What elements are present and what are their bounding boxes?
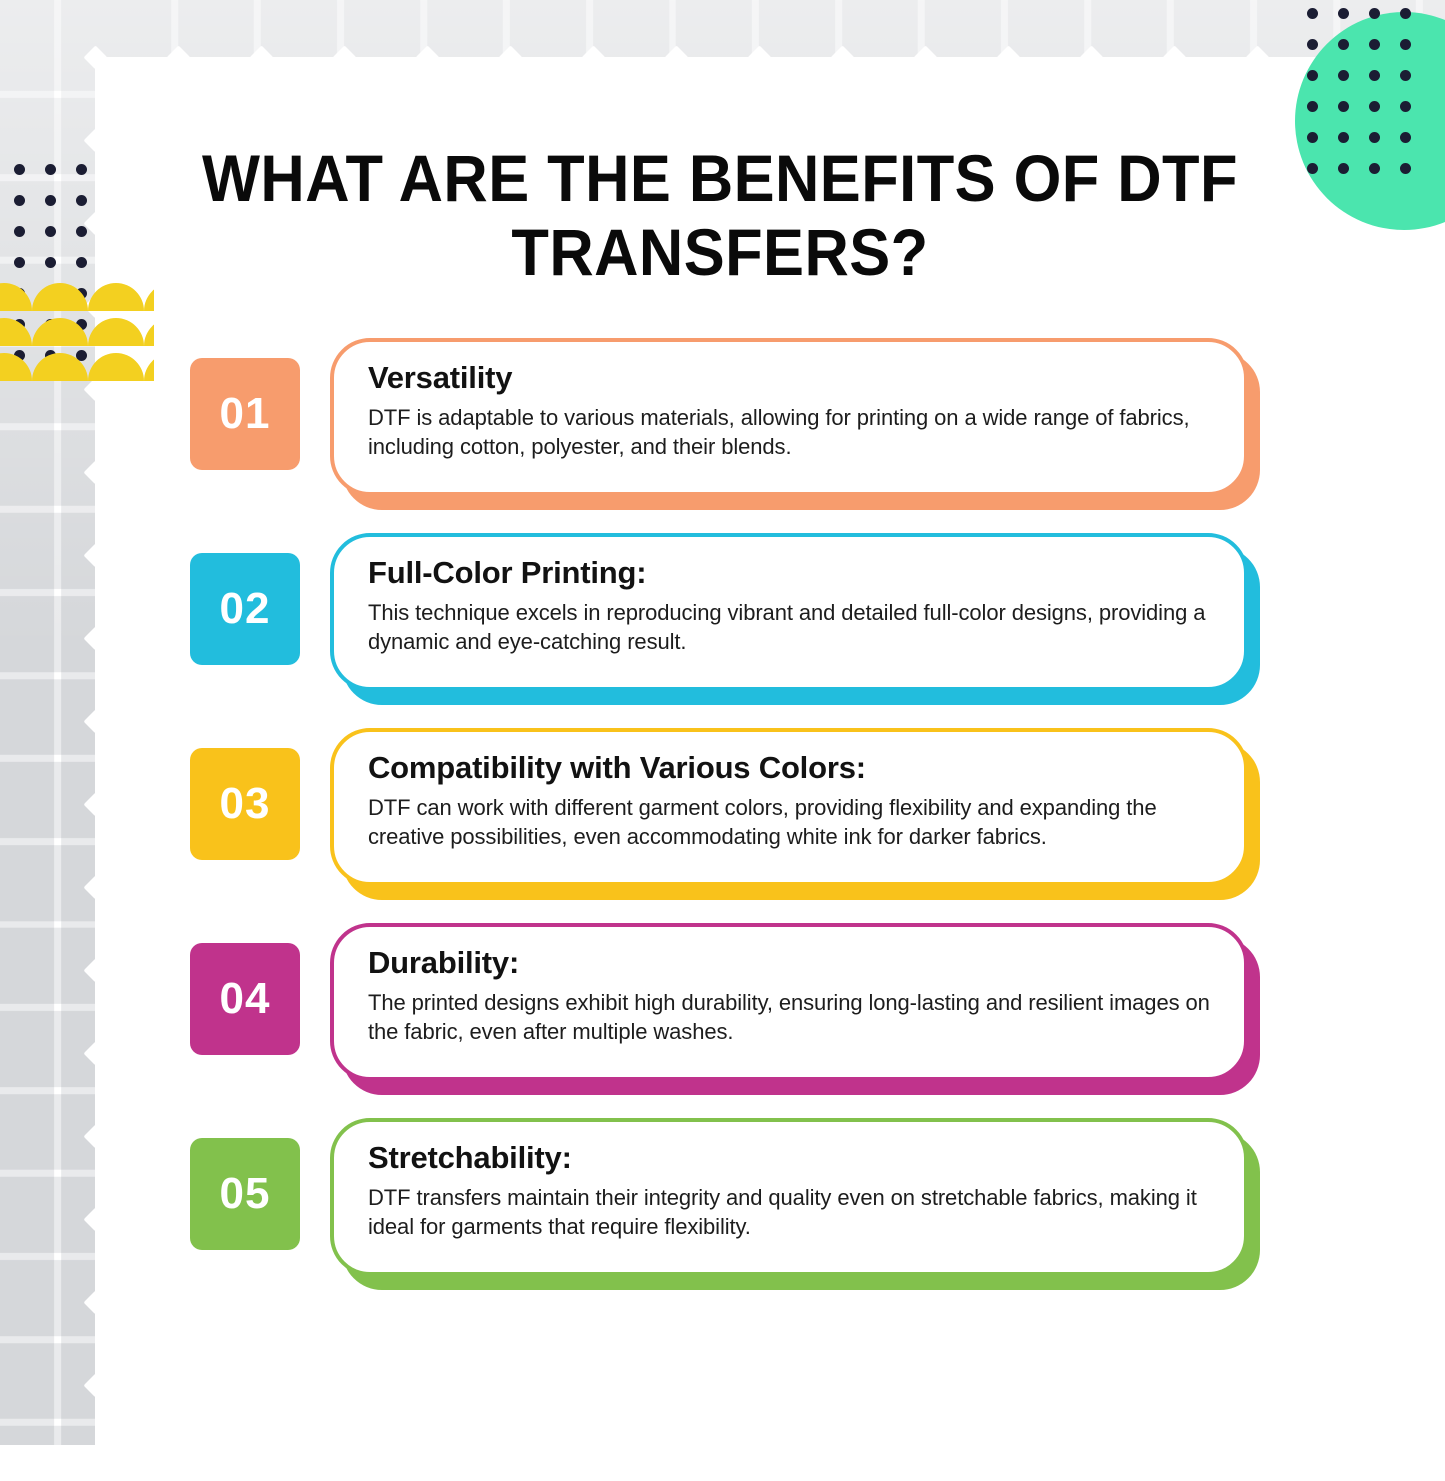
decorative-dot (14, 164, 25, 175)
decorative-dot (1369, 39, 1380, 50)
benefits-list: 01 Versatility DTF is adaptable to various… (0, 338, 1445, 1313)
decorative-dot (1400, 39, 1411, 50)
decorative-dot (1369, 132, 1380, 143)
decorative-dot (45, 164, 56, 175)
dome-shape (0, 283, 32, 311)
benefit-number: 03 (219, 779, 271, 828)
decorative-dot (76, 319, 87, 330)
benefit-number: 04 (219, 974, 271, 1023)
benefit-card: Stretchability: DTF transfers maintain th… (330, 1118, 1260, 1290)
decorative-dot (76, 195, 87, 206)
benefit-card: Durability: The printed designs exhibit h… (330, 923, 1260, 1095)
decorative-dot (14, 350, 25, 361)
decorative-dot (1307, 39, 1318, 50)
decorative-dot (45, 226, 56, 237)
benefit-row-02: 02 Full-Color Printing: This technique exc… (0, 533, 1445, 728)
benefit-title: Versatility (368, 360, 513, 395)
decorative-dot (76, 226, 87, 237)
benefit-card-body: Stretchability: DTF transfers maintain th… (330, 1118, 1248, 1276)
yellow-dome-pattern (0, 283, 154, 387)
benefit-card: Full-Color Printing: This technique excel… (330, 533, 1260, 705)
decorative-dot (1400, 70, 1411, 81)
benefit-number: 01 (219, 389, 271, 438)
decorative-dot (1338, 132, 1349, 143)
dome-shape (144, 283, 154, 311)
dome-shape (88, 283, 144, 311)
dome-shape (32, 283, 88, 311)
decorative-dot (1369, 101, 1380, 112)
benefit-description: This technique excels in reproducing vib… (368, 600, 1206, 655)
benefit-row-03: 03 Compatibility with Various Colors: DTF … (0, 728, 1445, 923)
decorative-dot (1338, 39, 1349, 50)
decorative-dot (14, 195, 25, 206)
benefit-description: DTF transfers maintain their integrity a… (368, 1185, 1197, 1240)
benefit-description: DTF can work with different garment colo… (368, 795, 1157, 850)
page-title: WHAT ARE THE BENEFITS OF DTF TRANSFERS? (202, 141, 1238, 289)
benefit-card-body: Compatibility with Various Colors: DTF ca… (330, 728, 1248, 886)
benefit-card-body: Versatility DTF is adaptable to various m… (330, 338, 1248, 496)
decorative-dot (14, 226, 25, 237)
decorative-dot (14, 257, 25, 268)
decorative-dot (1369, 8, 1380, 19)
benefit-card-body: Durability: The printed designs exhibit h… (330, 923, 1248, 1081)
decorative-dot (1369, 163, 1380, 174)
benefit-number-badge: 02 (190, 553, 300, 665)
benefit-description: The printed designs exhibit high durabil… (368, 990, 1210, 1045)
benefit-title: Full-Color Printing: (368, 555, 647, 590)
benefit-card-body: Full-Color Printing: This technique excel… (330, 533, 1248, 691)
benefit-row-01: 01 Versatility DTF is adaptable to various… (0, 338, 1445, 533)
decorative-dot (1338, 101, 1349, 112)
benefit-number: 05 (219, 1169, 271, 1218)
benefit-number: 02 (219, 584, 271, 633)
decorative-dot (1400, 8, 1411, 19)
decorative-dot (1400, 101, 1411, 112)
benefit-number-badge: 05 (190, 1138, 300, 1250)
decorative-dot (76, 257, 87, 268)
decorative-dot (1338, 8, 1349, 19)
benefit-title: Stretchability: (368, 1140, 572, 1175)
benefit-number-badge: 03 (190, 748, 300, 860)
benefit-row-05: 05 Stretchability: DTF transfers maintain … (0, 1118, 1445, 1313)
dome-shape (144, 318, 154, 346)
decorative-dot (1307, 70, 1318, 81)
decorative-dot (45, 257, 56, 268)
benefit-number-badge: 01 (190, 358, 300, 470)
benefit-title: Compatibility with Various Colors: (368, 750, 866, 785)
decorative-dot (1400, 132, 1411, 143)
benefit-title: Durability: (368, 945, 520, 980)
decorative-dot (1369, 70, 1380, 81)
dot-grid-top-right (1307, 8, 1437, 188)
decorative-dot (1307, 163, 1318, 174)
decorative-dot (1338, 70, 1349, 81)
decorative-dot (1400, 163, 1411, 174)
benefit-card: Versatility DTF is adaptable to various m… (330, 338, 1260, 510)
decorative-dot (76, 350, 87, 361)
dome-shape (144, 353, 154, 381)
decorative-dot (45, 195, 56, 206)
decorative-dot (1307, 101, 1318, 112)
decorative-dot (1338, 163, 1349, 174)
decorative-dot (76, 164, 87, 175)
benefit-card: Compatibility with Various Colors: DTF ca… (330, 728, 1260, 900)
benefit-row-04: 04 Durability: The printed designs exhibit… (0, 923, 1445, 1118)
decorative-dot (1307, 8, 1318, 19)
decorative-dot (1307, 132, 1318, 143)
benefit-number-badge: 04 (190, 943, 300, 1055)
benefit-description: DTF is adaptable to various materials, a… (368, 405, 1190, 460)
